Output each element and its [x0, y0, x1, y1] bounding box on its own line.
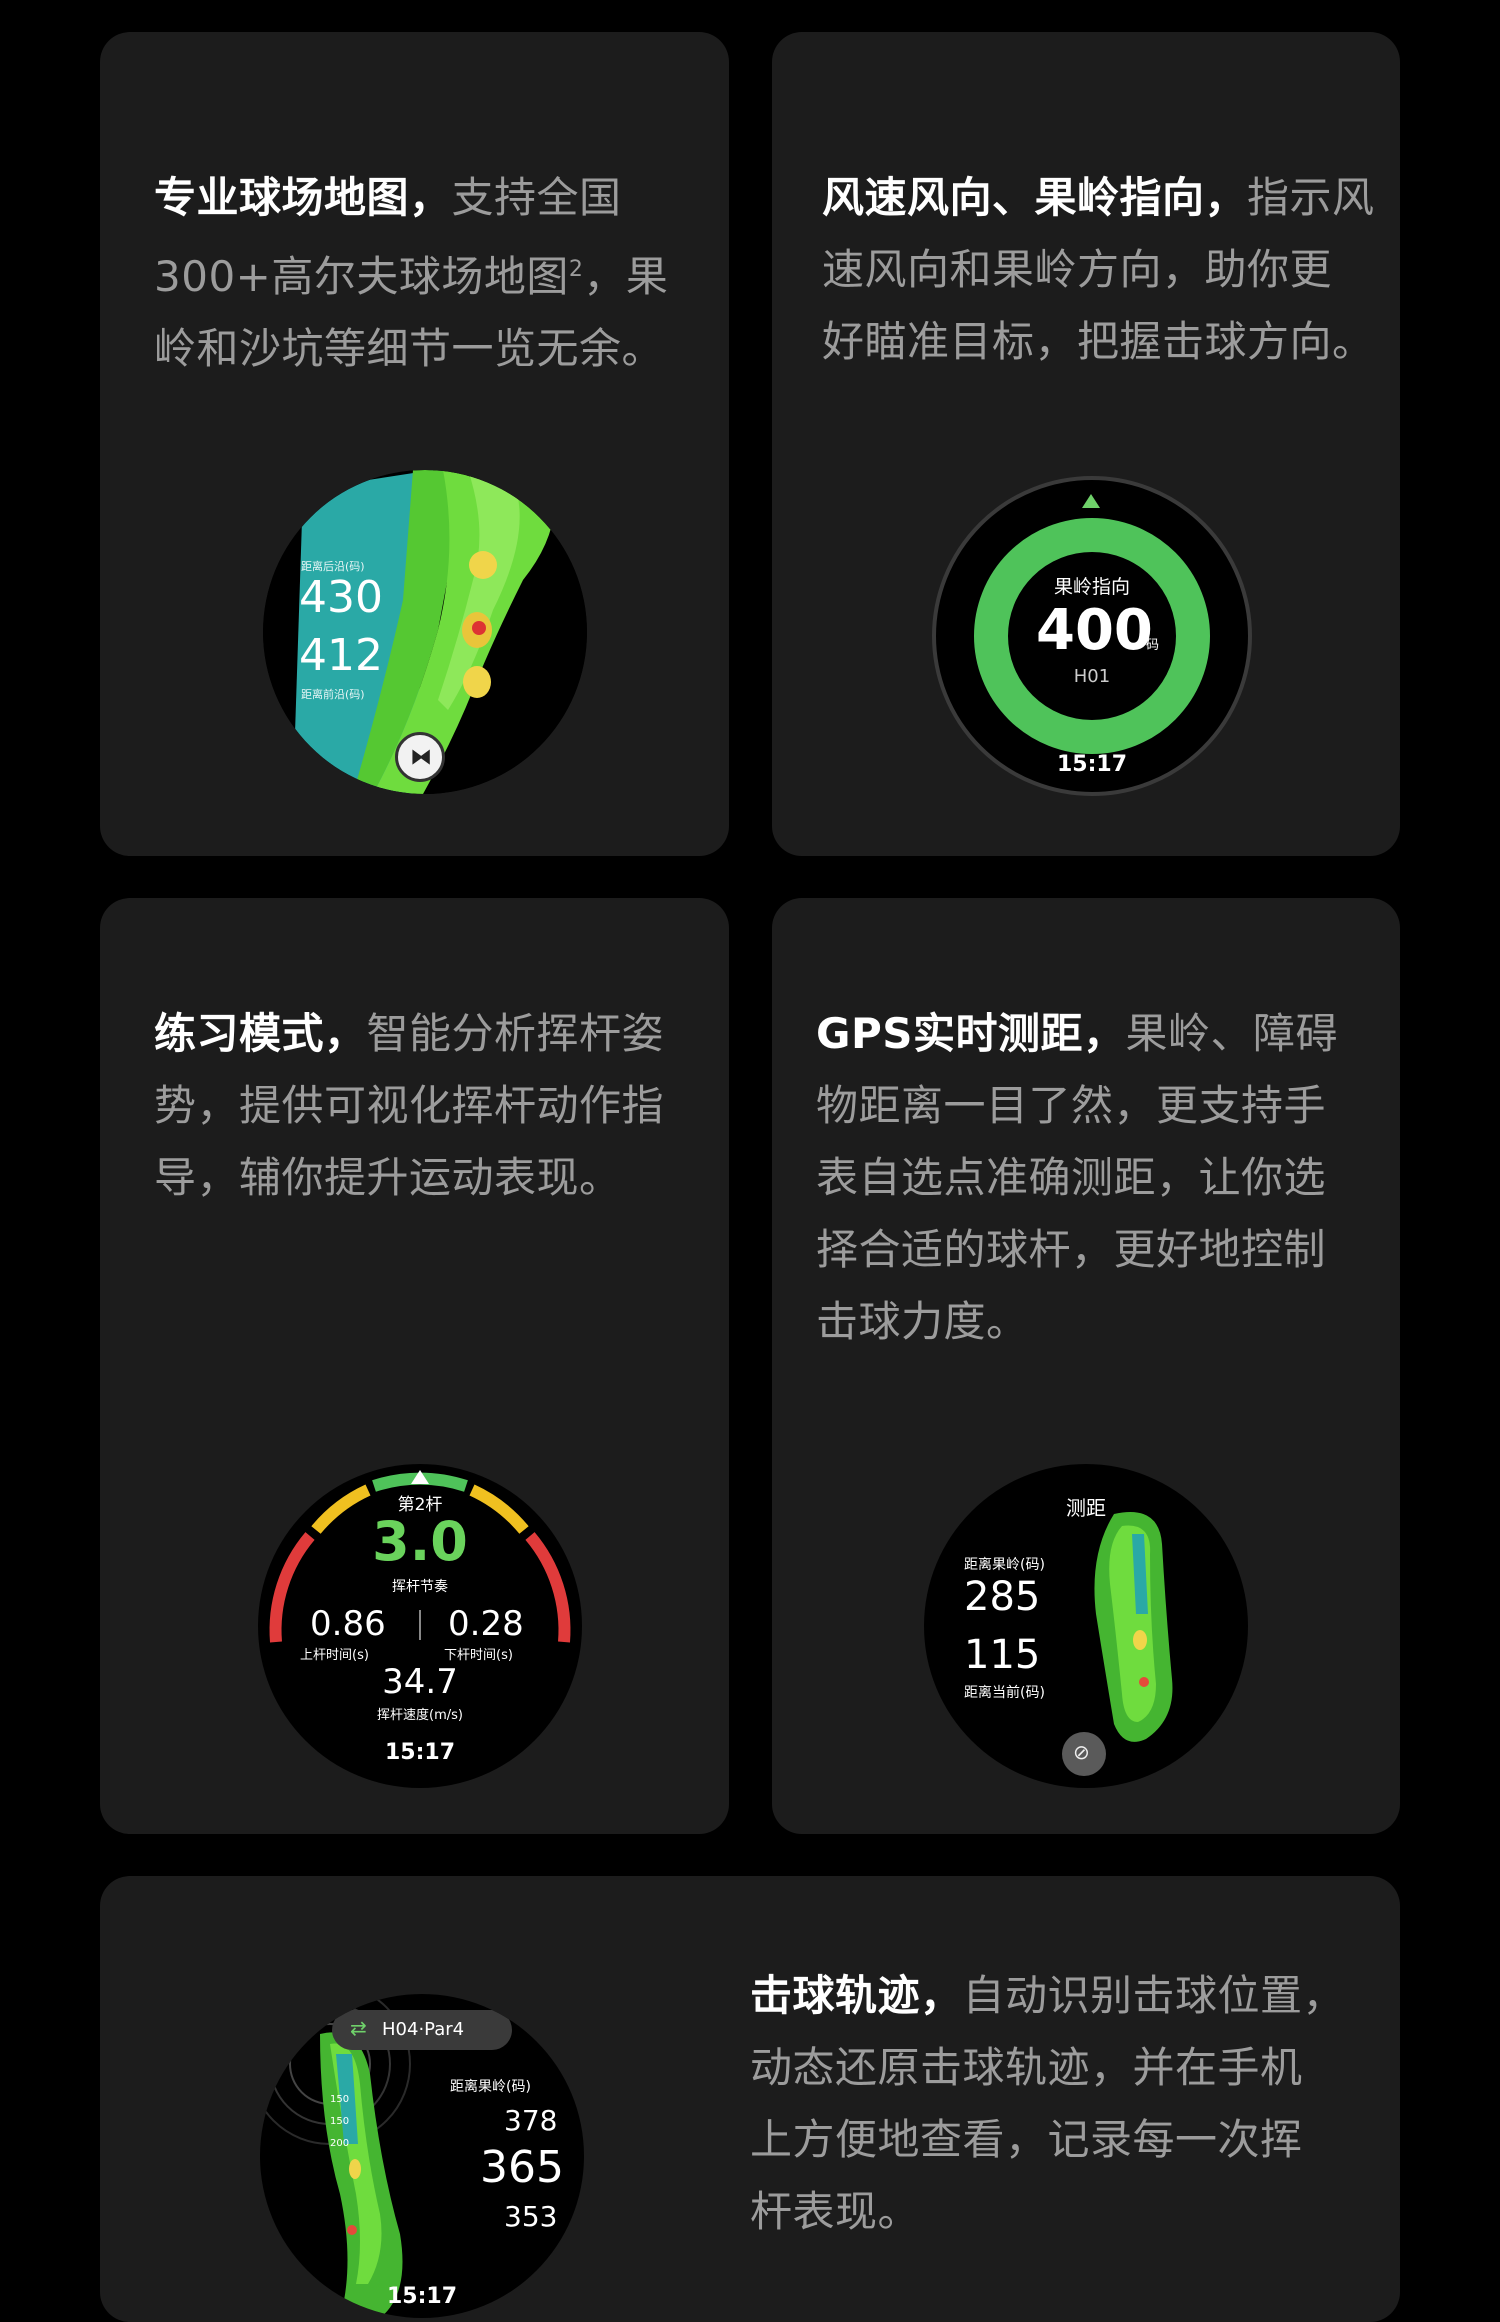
swing-tempo-value: 3.0: [372, 1510, 468, 1573]
green-distance-value: 285: [964, 1574, 1041, 1620]
front-distance-value: 412: [299, 630, 383, 681]
compass-icon: ⧓: [410, 745, 432, 770]
swing-tempo-arc: [269, 1470, 571, 1643]
card-wind-direction: 风速风向、果岭指向，指示风 速风向和果岭方向，助你更 好瞄准目标，把握击球方向。…: [772, 32, 1400, 856]
card-title: 练习模式，: [154, 1009, 367, 1058]
green-direction-unit: 码: [1146, 638, 1160, 653]
current-distance-value: 115: [964, 1632, 1041, 1678]
hole-badge-label: H04·Par4: [382, 2019, 465, 2040]
gps-title: 测距: [1066, 1496, 1106, 1520]
clock-time: 15:17: [1056, 752, 1128, 777]
hole-layout-graphic: [1094, 1512, 1173, 1742]
green-distance-label: 距离果岭(码): [450, 2079, 531, 2095]
course-map-graphic: [263, 470, 587, 794]
front-distance-label: 距离前沿(码): [301, 688, 365, 701]
compass-button[interactable]: ⊘: [1062, 1732, 1106, 1776]
backswing-time-label: 上杆时间(s): [300, 1648, 369, 1663]
hole-number: H01: [1073, 666, 1111, 687]
hole-badge[interactable]: ⇄ H04·Par4: [332, 2010, 512, 2050]
card-course-map-text: 专业球场地图，支持全国 300+高尔夫球场地图2，果 岭和沙坑等细节一览无余。: [154, 173, 669, 373]
green-direction-title: 果岭指向: [1053, 576, 1130, 598]
green-distance-label: 距离果岭(码): [964, 1557, 1045, 1573]
clock-time: 15:17: [386, 2284, 458, 2309]
swing-speed-label: 挥杆速度(m/s): [377, 1708, 463, 1723]
downswing-time-label: 下杆时间(s): [444, 1648, 513, 1663]
direction-pointer-icon: [1082, 494, 1100, 508]
stroke-number: 第2杆: [397, 1495, 443, 1515]
back-distance-value: 430: [299, 572, 383, 623]
divider: [419, 1610, 421, 1640]
card-shot-trajectory: ⇄ H04·Par4 150 150 200 距离果岭(码) 378 365 3…: [100, 1876, 1400, 2322]
green-near-distance: 353: [504, 2200, 558, 2233]
watch-course-map: 距离后沿(码) 430 412 距离前沿(码) ⧓: [263, 470, 587, 794]
card-wind-direction-text: 风速风向、果岭指向，指示风 速风向和果岭方向，助你更 好瞄准目标，把握击球方向。: [822, 173, 1375, 366]
clock-time: 15:17: [384, 1740, 456, 1765]
card-practice-mode-text: 练习模式，智能分析挥杆姿 势，提供可视化挥杆动作指 导，辅你提升运动表现。: [154, 1009, 665, 1202]
card-title: 击球轨迹，: [750, 1971, 963, 2020]
downswing-time-value: 0.28: [448, 1604, 524, 1644]
card-title: 专业球场地图，: [154, 173, 452, 222]
distance-mark: 200: [330, 2138, 350, 2149]
switch-icon: ⇄: [350, 2016, 367, 2040]
card-shot-trajectory-text: 击球轨迹，自动识别击球位置， 动态还原击球轨迹，并在手机 上方便地查看，记录每一…: [750, 1971, 1346, 2236]
watch-gps-distance: 测距 距离果岭(码) 285 115 距离当前(码) ⊘: [924, 1464, 1248, 1788]
watch-shot-trajectory: ⇄ H04·Par4 150 150 200 距离果岭(码) 378 365 3…: [260, 1994, 584, 2318]
current-distance-label: 距离当前(码): [964, 1685, 1045, 1701]
card-title: GPS实时测距，: [816, 1009, 1126, 1058]
distance-mark: 150: [330, 2094, 350, 2105]
swing-speed-value: 34.7: [382, 1662, 458, 1702]
back-distance-label: 距离后沿(码): [301, 560, 365, 573]
green-far-distance: 378: [504, 2104, 558, 2137]
card-practice-mode: 练习模式，智能分析挥杆姿 势，提供可视化挥杆动作指 导，辅你提升运动表现。 第2…: [100, 898, 729, 1834]
distance-mark: 150: [330, 2116, 350, 2127]
compass-icon: ⊘: [1073, 1740, 1090, 1764]
watch-swing-analysis: 第2杆 3.0 挥杆节奏 0.86 上杆时间(s) 0.28 下杆时间(s) 3…: [258, 1464, 582, 1788]
compass-button[interactable]: ⧓: [395, 732, 445, 782]
watch-green-direction: 果岭指向 400 码 H01 15:17: [932, 476, 1252, 796]
card-course-map: 专业球场地图，支持全国 300+高尔夫球场地图2，果 岭和沙坑等细节一览无余。 …: [100, 32, 729, 856]
card-gps-distance-text: GPS实时测距，果岭、障碍 物距离一目了然，更支持手 表自选点准确测距，让你选 …: [816, 1009, 1339, 1346]
green-mid-distance: 365: [480, 2142, 564, 2193]
backswing-time-value: 0.86: [310, 1604, 386, 1644]
trajectory-hole-graphic: [260, 1994, 411, 2318]
card-gps-distance: GPS实时测距，果岭、障碍 物距离一目了然，更支持手 表自选点准确测距，让你选 …: [772, 898, 1400, 1834]
swing-tempo-label: 挥杆节奏: [392, 1579, 448, 1595]
green-direction-value: 400: [1036, 598, 1153, 663]
card-title: 风速风向、果岭指向，: [822, 173, 1248, 222]
